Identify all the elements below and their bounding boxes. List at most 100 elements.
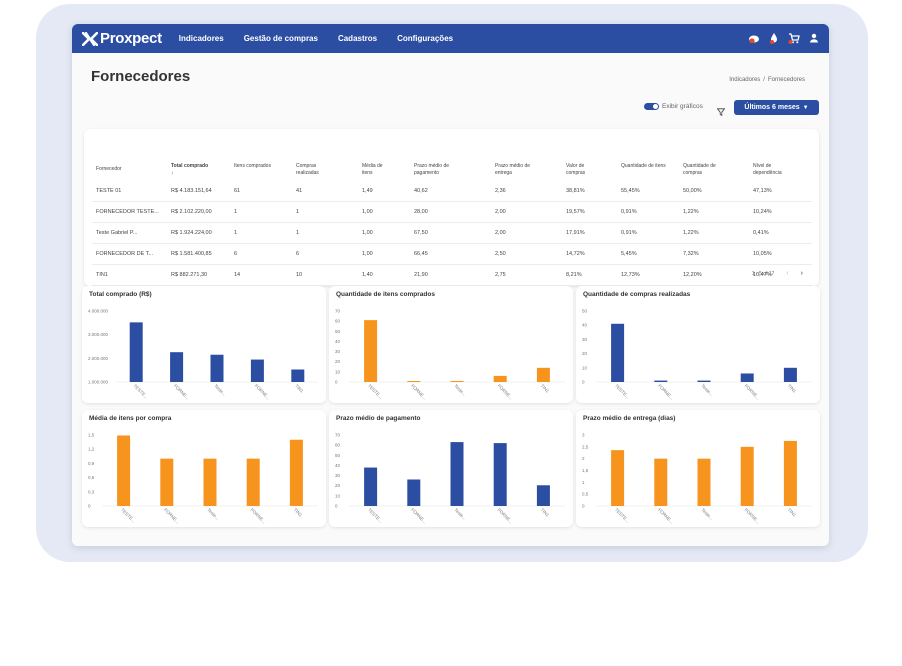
th-quantidade-de-compras[interactable]: Quantidade de compras xyxy=(683,163,716,176)
bar[interactable] xyxy=(407,479,421,506)
bar[interactable] xyxy=(210,354,224,382)
bar[interactable] xyxy=(536,367,550,382)
th-compras-realizadas[interactable]: Compras realizadas xyxy=(296,163,319,176)
nav-indicadores[interactable]: Indicadores xyxy=(178,34,224,43)
table-row[interactable]: FORNECEDOR TESTE... R$ 2.102.220,00 1 1 1,00… xyxy=(92,202,812,223)
cell-quantidade-de-compras: 50,00% xyxy=(683,188,702,194)
bar[interactable] xyxy=(364,467,378,506)
bar[interactable] xyxy=(783,440,797,506)
bar[interactable] xyxy=(493,375,507,382)
bar[interactable] xyxy=(697,380,711,382)
y-tick-label: 2.000.000 xyxy=(88,356,109,361)
bar[interactable] xyxy=(611,450,625,506)
cell-quantidade-de-compras: 1,22% xyxy=(683,230,699,236)
y-tick-label: 3.000.000 xyxy=(88,332,109,337)
cell-total-comprado: R$ 1.581.400,85 xyxy=(171,251,212,257)
y-tick-label: 1,2 xyxy=(88,447,95,452)
x-tick-label: FORNE... xyxy=(496,383,513,400)
bar[interactable] xyxy=(536,485,550,506)
bar[interactable] xyxy=(740,446,754,506)
user-icon[interactable] xyxy=(807,32,821,44)
th-total-comprado[interactable]: Total comprado ↓ xyxy=(171,163,208,177)
chart-plot: 4.000.000 3.000.000 2.000.000 1.000.000 TEST… xyxy=(88,309,318,401)
x-tick-label: FORNE... xyxy=(410,507,427,524)
bar[interactable] xyxy=(129,322,143,382)
cell-nivel-de-dependencia: 0,41% xyxy=(753,230,769,236)
th-itens-comprados[interactable]: Itens comprados xyxy=(234,163,271,169)
bar[interactable] xyxy=(493,443,507,506)
toggle-switch[interactable] xyxy=(644,103,659,110)
bar[interactable] xyxy=(407,380,421,382)
table-row[interactable]: Teste Gabriel P... R$ 1.924.224,00 1 1 1,00 6… xyxy=(92,223,812,244)
bar[interactable] xyxy=(740,373,754,382)
nav-gestao-de-compras[interactable]: Gestão de compras xyxy=(243,34,318,43)
bar[interactable] xyxy=(117,435,131,506)
y-tick-label: 50 xyxy=(335,329,341,334)
bar[interactable] xyxy=(364,320,378,382)
drop-alert-icon[interactable] xyxy=(767,32,781,44)
nav-configuracoes[interactable]: Configurações xyxy=(397,34,454,43)
th-fornecedor[interactable]: Fornecedor xyxy=(96,166,122,172)
x-tick-label: TESTE... xyxy=(120,507,136,523)
filter-icon[interactable] xyxy=(716,103,726,121)
cart-icon[interactable] xyxy=(787,32,801,44)
y-tick-label: 30 xyxy=(335,473,341,478)
th-nivel-de-dependencia[interactable]: Nível de dependência xyxy=(753,163,782,176)
th-media-de-itens[interactable]: Média de itens xyxy=(362,163,383,176)
cell-prazo-pagamento: 40,62 xyxy=(414,188,428,194)
cloud-alert-icon[interactable] xyxy=(747,32,761,44)
bar[interactable] xyxy=(783,367,797,382)
th-total-comprado-label: Total comprado xyxy=(171,163,209,169)
bar[interactable] xyxy=(160,458,174,506)
x-tick-label: Teste... xyxy=(453,507,467,521)
chart-plot: 70 60 50 40 30 20 10 0 TESTE... FORNE... Teste... F… xyxy=(335,309,565,401)
table-row[interactable]: TESTE 01 R$ 4.183.151,64 61 41 1,49 40,62 2,36… xyxy=(92,181,812,202)
table-row[interactable]: FORNECEDOR DE T... R$ 1.581.400,85 6 6 1,00 6… xyxy=(92,244,812,265)
show-charts-toggle[interactable]: Exibir gráficos xyxy=(644,103,703,110)
bar[interactable] xyxy=(289,439,303,506)
th-valor-de-compras[interactable]: Valor de compras xyxy=(566,163,586,176)
bar[interactable] xyxy=(450,442,464,506)
x-tick-label: TESTE... xyxy=(367,383,383,399)
x-tick-label: TIN1 xyxy=(294,383,305,394)
cell-quantidade-de-itens: 12,73% xyxy=(621,272,640,278)
bar[interactable] xyxy=(450,380,464,382)
x-tick-label: TIN1 xyxy=(787,507,798,518)
logo[interactable]: Proxpect xyxy=(82,30,162,47)
nav-cadastros[interactable]: Cadastros xyxy=(337,34,378,43)
bar[interactable] xyxy=(291,369,305,382)
bar[interactable] xyxy=(250,359,264,382)
chart-title: Média de itens por compra xyxy=(89,415,172,422)
topbar-actions xyxy=(741,32,821,44)
chevron-left-icon[interactable]: ‹ xyxy=(786,270,789,277)
x-tick-label: FORNE... xyxy=(743,507,760,524)
y-tick-label: 2 xyxy=(582,456,585,461)
period-label: Últimos 6 meses xyxy=(744,104,800,111)
table-row[interactable]: TIN1 R$ 882.271,30 14 10 1,40 21,90 2,75 8,21% 1… xyxy=(92,265,812,286)
chart-plot: 50 40 30 20 10 0 TESTE... FORNE... Teste... FORNE… xyxy=(582,309,812,401)
cell-compras-realizadas: 10 xyxy=(296,272,303,278)
suppliers-table: Fornecedor Total comprado ↓ Itens comprad… xyxy=(84,129,819,286)
chevron-right-icon[interactable]: › xyxy=(800,270,803,277)
bar[interactable] xyxy=(654,458,668,506)
chart-plot: 3 2,5 2 1,5 1 0,5 0 TESTE... FORNE... Teste... FOR… xyxy=(582,433,812,525)
cell-prazo-pagamento: 67,50 xyxy=(414,230,428,236)
x-tick-label: TESTE... xyxy=(132,383,148,399)
cell-prazo-entrega: 2,00 xyxy=(495,209,506,215)
x-tick-label: TESTE... xyxy=(614,507,630,523)
th-prazo-medio-pagamento[interactable]: Prazo médio de pagamento xyxy=(414,163,450,176)
x-tick-label: FORNE... xyxy=(657,507,674,524)
th-quantidade-de-itens[interactable]: Quantidade de itens xyxy=(621,163,666,169)
breadcrumb-indicadores[interactable]: Indicadores xyxy=(729,77,761,83)
cell-itens-comprados: 1 xyxy=(234,230,238,236)
bar[interactable] xyxy=(246,458,260,506)
th-prazo-medio-entrega[interactable]: Prazo médio de entrega xyxy=(495,163,531,176)
bar[interactable] xyxy=(654,380,668,382)
logo-x-icon xyxy=(82,31,98,46)
bar[interactable] xyxy=(611,323,625,382)
cell-total-comprado: R$ 4.183.151,64 xyxy=(171,188,212,194)
period-dropdown[interactable]: Últimos 6 meses ▼ xyxy=(734,100,819,115)
bar[interactable] xyxy=(697,458,711,506)
bar[interactable] xyxy=(170,352,184,382)
bar[interactable] xyxy=(203,458,217,506)
